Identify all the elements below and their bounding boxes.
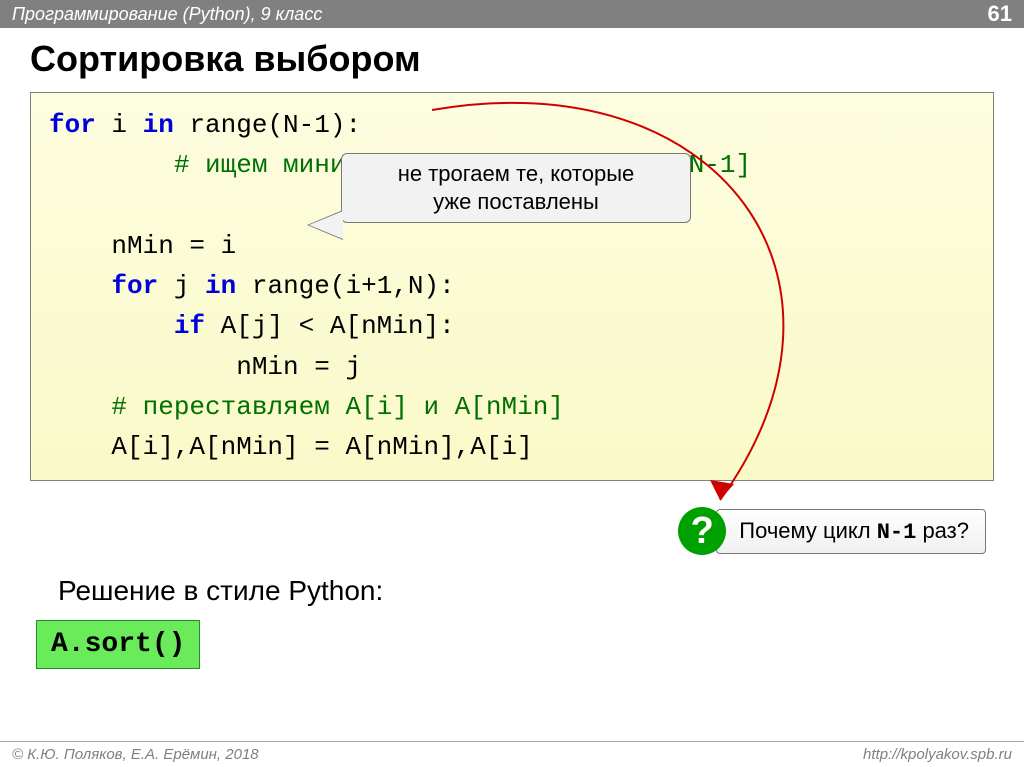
code-line: nMin = j (49, 347, 975, 387)
callout-box: не трогаем те, которые уже поставлены (341, 153, 691, 223)
code-line: for i in range(N-1): (49, 105, 975, 145)
code-line: # переставляем A[i] и A[nMin] (49, 387, 975, 427)
slide-footer: © К.Ю. Поляков, Е.А. Ерёмин, 2018 http:/… (0, 741, 1024, 767)
footer-left: © К.Ю. Поляков, Е.А. Ерёмин, 2018 (12, 746, 259, 763)
slide-header: Программирование (Python), 9 класс 61 (0, 0, 1024, 28)
solution-label: Решение в стиле Python: (58, 575, 383, 607)
slide-title: Сортировка выбором (0, 28, 1024, 88)
callout-line2: уже поставлены (350, 188, 682, 216)
code-line: nMin = i (49, 226, 975, 266)
question-text-before: Почему цикл (739, 518, 876, 543)
question-box: Почему цикл N-1 раз? (716, 509, 986, 554)
code-block: не трогаем те, которые уже поставлены fo… (30, 92, 994, 481)
question-code: N-1 (877, 520, 917, 545)
question-text-after: раз? (916, 518, 969, 543)
subject-label: Программирование (Python), 9 класс (12, 4, 322, 25)
code-line: for j in range(i+1,N): (49, 266, 975, 306)
solution-code: A.sort() (36, 620, 200, 669)
callout-tail (309, 211, 343, 239)
code-line: if A[j] < A[nMin]: (49, 306, 975, 346)
code-line: A[i],A[nMin] = A[nMin],A[i] (49, 427, 975, 467)
page-number: 61 (988, 1, 1012, 27)
callout-line1: не трогаем те, которые (350, 160, 682, 188)
question-row: ? Почему цикл N-1 раз? (678, 507, 986, 555)
footer-right: http://kpolyakov.spb.ru (863, 746, 1012, 763)
question-mark-icon: ? (678, 507, 726, 555)
